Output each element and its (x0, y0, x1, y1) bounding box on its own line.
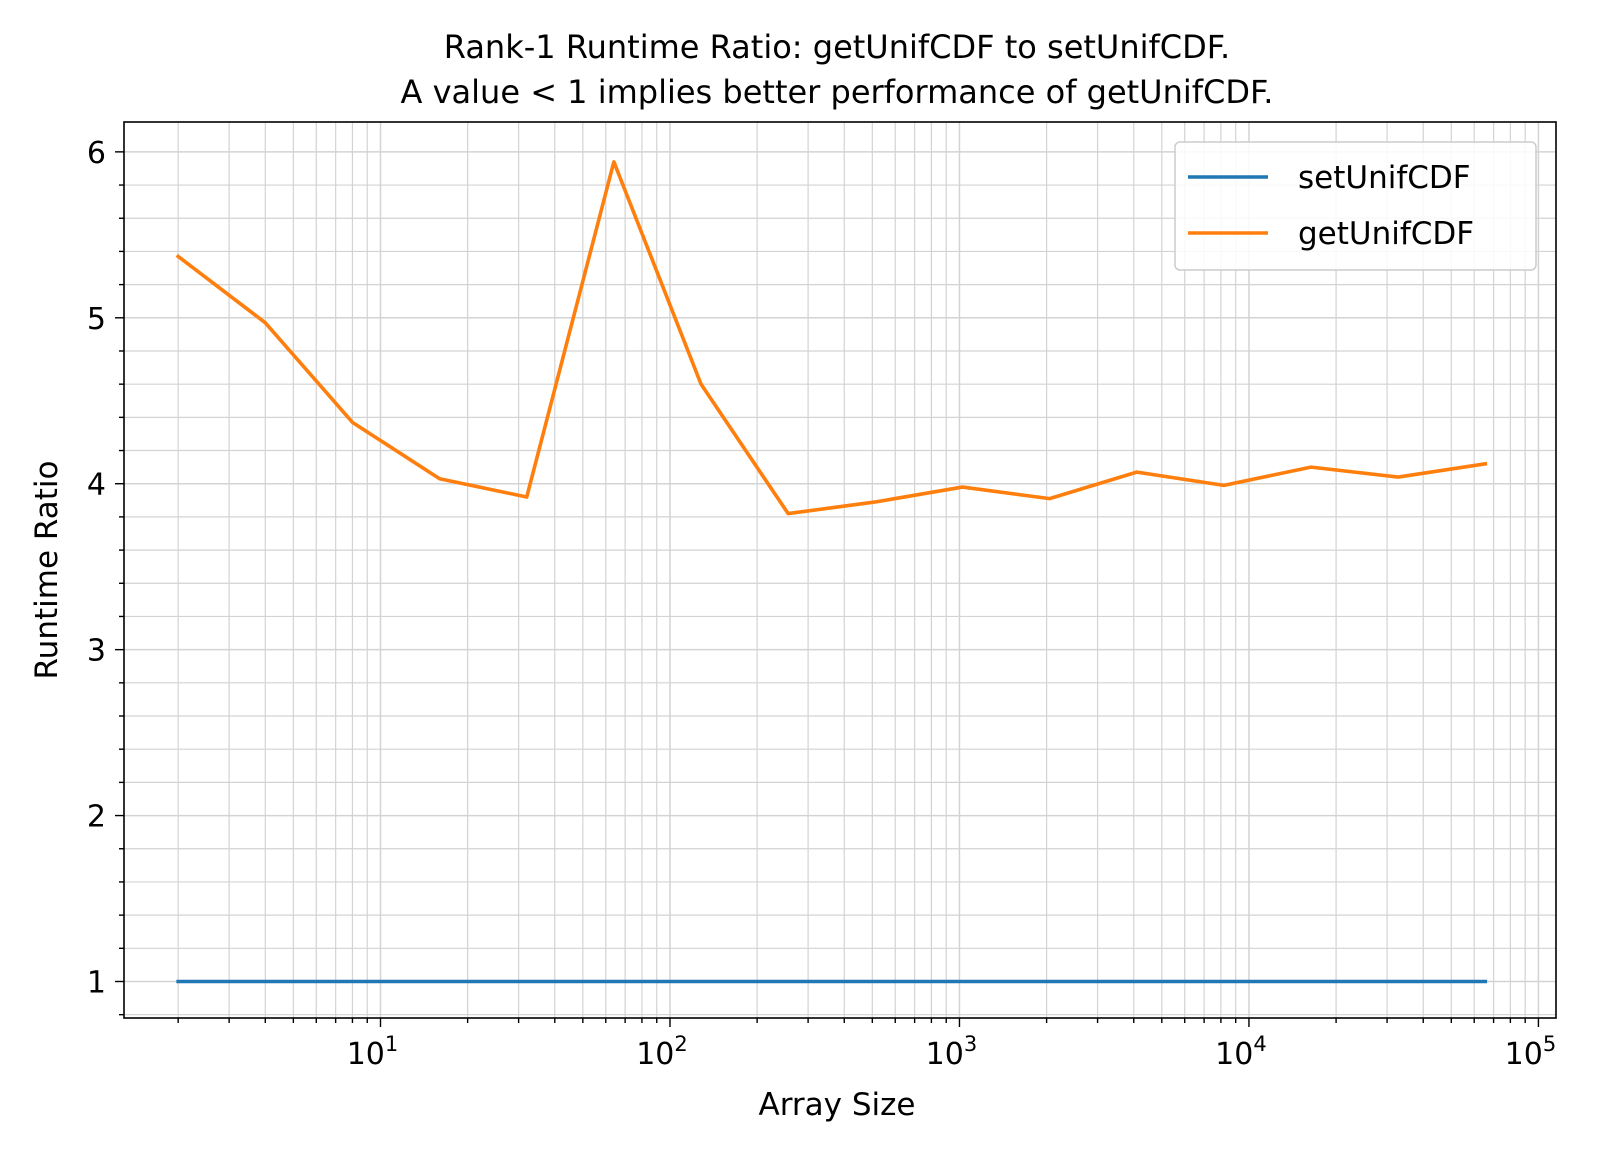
y-tick-label: 1 (87, 965, 106, 1000)
legend-label-getUnifCDF: getUnifCDF (1298, 216, 1474, 252)
y-tick-label: 3 (87, 634, 106, 669)
legend: setUnifCDF getUnifCDF (1175, 142, 1536, 270)
chart-title-line-1: Rank-1 Runtime Ratio: getUnifCDF to setU… (444, 28, 1230, 66)
y-tick-label: 6 (87, 136, 106, 171)
y-tick-label: 5 (87, 302, 106, 337)
legend-label-setUnifCDF: setUnifCDF (1298, 160, 1471, 196)
y-axis-label: Runtime Ratio (29, 461, 65, 680)
y-tick-label: 4 (87, 468, 106, 503)
chart-title-line-2: A value < 1 implies better performance o… (401, 73, 1274, 111)
x-axis-label: Array Size (759, 1087, 916, 1123)
y-tick-label: 2 (87, 800, 106, 835)
